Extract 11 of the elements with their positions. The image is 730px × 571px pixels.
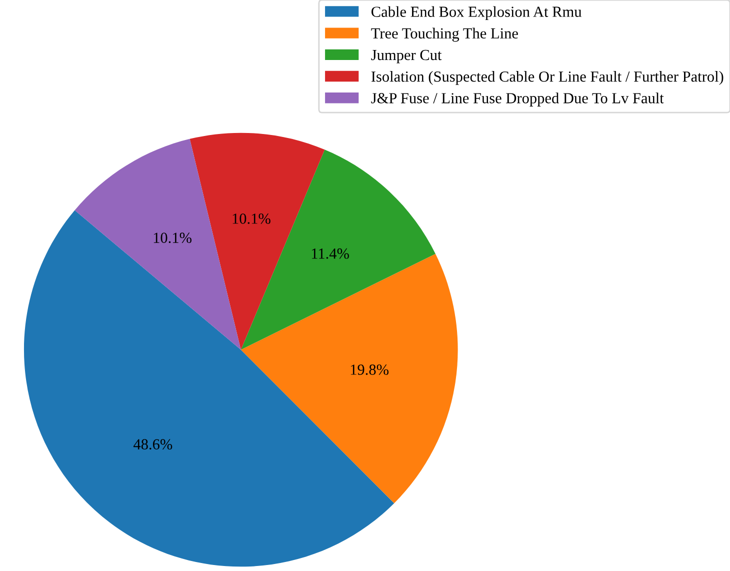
data-label: 10.1%	[154, 232, 192, 244]
legend-label: J&P Fuse / Line Fuse Dropped Due To Lv Fault	[371, 92, 664, 106]
legend-label: Isolation (Suspected Cable Or Line Fault / Further Patrol)	[371, 71, 724, 85]
legend-label: Cable End Box Explosion At Rmu	[372, 6, 582, 20]
data-label: 10.1%	[232, 214, 270, 224]
data-label: 48.6%	[134, 439, 172, 450]
legend-label: Tree Touching The Line	[371, 28, 518, 42]
pie-slice	[24, 210, 394, 567]
legend-label: Jumper Cut	[371, 50, 442, 64]
data-label: 19.8%	[350, 364, 389, 375]
data-label: 11.4%	[312, 248, 349, 259]
